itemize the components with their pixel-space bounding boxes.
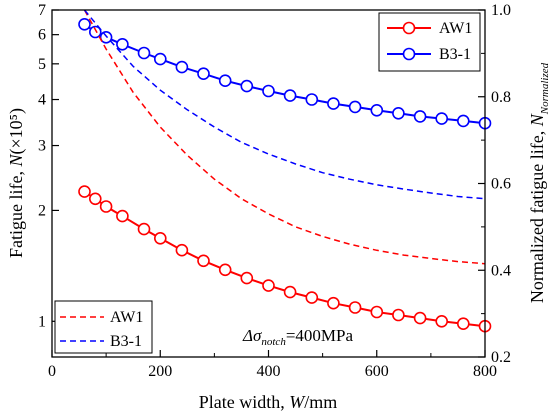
x-tick-label: 200 (148, 363, 172, 380)
data-point-b31 (89, 25, 102, 39)
data-point-b31 (370, 104, 384, 117)
data-point-b31 (116, 37, 129, 51)
x-tick-label: 800 (473, 363, 497, 380)
data-point-aw1 (392, 308, 405, 322)
data-point-aw1 (456, 317, 470, 331)
data-point-b31 (456, 114, 470, 128)
data-point-aw1 (78, 185, 91, 198)
data-point-aw1 (175, 243, 189, 257)
data-point-aw1 (218, 263, 232, 277)
legend-dashed: AW1 B3-1 (54, 300, 153, 354)
data-point-aw1 (89, 192, 102, 206)
data-point-b31 (197, 67, 210, 80)
data-point-b31 (99, 30, 113, 44)
legend-aw1-label: AW1 (439, 20, 472, 37)
data-point-aw1 (370, 305, 384, 319)
y-left-tick-label: 7 (38, 2, 46, 19)
x-axis-title: Plate width, W/mm (199, 392, 338, 412)
series-b31-dashed-line (83, 9, 486, 200)
y-right-tick-label: 0.2 (491, 349, 511, 366)
series-layer (78, 9, 492, 333)
legend-aw1-dashed-label: AW1 (110, 309, 143, 326)
data-point-b31 (283, 89, 297, 102)
legend-markers-box (378, 12, 481, 72)
data-point-b31 (240, 79, 254, 93)
data-point-aw1 (348, 301, 362, 314)
data-point-aw1 (240, 271, 254, 285)
series-aw1-left (78, 185, 492, 333)
data-point-aw1 (413, 311, 427, 325)
y-right-tick-label: 0.8 (491, 89, 511, 106)
data-point-aw1 (116, 209, 129, 223)
data-point-aw1 (154, 232, 167, 245)
data-point-b31 (262, 84, 275, 98)
data-point-aw1 (283, 285, 297, 299)
y-left-tick-label: 1 (38, 313, 46, 330)
data-point-b31 (78, 17, 91, 31)
data-point-aw1 (305, 291, 319, 304)
y-left-tick-label: 5 (38, 56, 46, 73)
data-point-b31 (348, 100, 362, 114)
x-tick-label: 400 (257, 363, 281, 380)
y-right-tick-label: 0.4 (491, 262, 511, 279)
x-tick-label: 600 (365, 363, 389, 380)
x-tick-label: 0 (48, 363, 56, 380)
data-point-aw1 (197, 254, 210, 268)
legend-dashed-box (54, 300, 153, 354)
legend-b31-label: B3-1 (439, 46, 471, 63)
data-point-aw1 (435, 314, 449, 328)
series-aw1-right (83, 9, 486, 265)
data-point-b31 (435, 112, 449, 125)
data-point-b31 (392, 107, 405, 120)
legend-b31-circle-marker (402, 47, 416, 61)
data-point-b31 (175, 60, 189, 74)
series-b31-left (78, 17, 492, 130)
legend-aw1-circle-marker (402, 21, 416, 35)
series-b31-right (83, 9, 486, 200)
data-point-aw1 (99, 200, 113, 213)
ticks-layer: 0 200 400 600 800 1 2 3 4 5 6 7 0.2 0.4 0.6 0.8 1.0 (38, 2, 511, 380)
y-axis-right-title: Normalized fatigue life, NNormalized (527, 62, 550, 303)
y-axis-left-title: Fatigue life, N(×10⁵) (6, 108, 27, 258)
data-point-b31 (413, 110, 427, 123)
y-right-tick-label: 1.0 (491, 2, 511, 19)
y-left-tick-label: 2 (38, 202, 46, 219)
series-aw1-dashed-line (83, 9, 486, 265)
y-left-tick-label: 6 (38, 27, 46, 44)
data-point-aw1 (137, 222, 151, 236)
legend-b31-dashed-label: B3-1 (110, 333, 142, 350)
data-point-b31 (218, 74, 232, 87)
stress-annotation: Δσnotch=400MPa (242, 326, 353, 348)
data-point-b31 (305, 93, 319, 106)
y-left-tick-label: 3 (38, 138, 46, 155)
data-point-b31 (327, 97, 340, 110)
data-point-b31 (154, 52, 167, 66)
legend-markers: AW1 B3-1 (378, 12, 481, 72)
data-point-b31 (137, 46, 151, 60)
y-right-tick-label: 0.6 (491, 176, 511, 193)
data-point-aw1 (327, 296, 340, 310)
data-point-aw1 (262, 279, 275, 292)
y-left-tick-label: 4 (38, 92, 46, 109)
